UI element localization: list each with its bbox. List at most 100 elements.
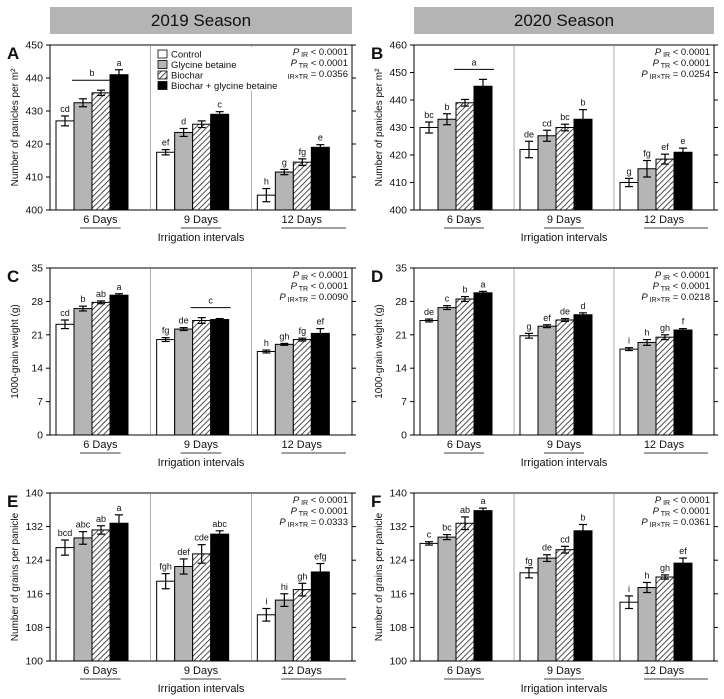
significance-letter: cd: [60, 104, 70, 114]
y-tick-label: 132: [25, 521, 43, 533]
bar-glycine-betaine: [73, 537, 93, 662]
significance-letter: ab: [460, 505, 470, 515]
x-group-label: 6 Days: [447, 665, 482, 677]
bar-control: [519, 572, 539, 662]
significance-letter: ef: [679, 546, 687, 556]
y-tick-label: 21: [31, 329, 43, 341]
y-axis-label: 1000-grain weight (g): [10, 304, 21, 399]
bar-biochar-glycine-betaine: [673, 562, 693, 662]
x-group-label: 12 Days: [644, 665, 685, 677]
y-tick-label: 460: [389, 40, 407, 52]
bar-control: [256, 351, 276, 436]
bar-biochar-glycine-betaine: [210, 533, 230, 662]
bar-control: [156, 580, 176, 662]
y-axis-label: Number of grains per panicle: [10, 512, 21, 641]
significance-letter: c: [445, 294, 450, 304]
significance-letter: cd: [560, 534, 570, 544]
bar-biochar-glycine-betaine: [310, 146, 330, 211]
y-tick-label: 108: [25, 622, 43, 634]
bar-glycine-betaine: [73, 308, 93, 436]
significance-letter: bc: [424, 110, 434, 120]
legend-label: Control: [171, 50, 202, 61]
bar-biochar: [192, 319, 212, 436]
legend-swatch: [157, 70, 168, 80]
bar-biochar-glycine-betaine: [109, 74, 129, 211]
significance-letter: de: [424, 307, 434, 317]
significance-letter: efg: [314, 552, 327, 562]
legend-label: Glycine betaine: [171, 60, 236, 71]
y-tick-label: 28: [31, 296, 43, 308]
significance-letter: a: [480, 279, 485, 289]
bar-glycine-betaine: [637, 341, 657, 436]
x-group-label: 12 Days: [281, 214, 322, 226]
stat-line: P IR×TR = 0.0254: [641, 69, 710, 81]
y-tick-label: 140: [389, 488, 407, 500]
panel-letter: F: [371, 492, 381, 511]
y-tick-label: 14: [31, 363, 43, 375]
stat-line: P IR×TR = 0.0356: [279, 69, 348, 81]
significance-letter: h: [644, 570, 649, 580]
bar-glycine-betaine: [274, 343, 294, 436]
bar-control: [419, 127, 439, 211]
bar-glycine-betaine: [174, 566, 194, 662]
significance-letter: c: [208, 296, 213, 306]
y-tick-label: 14: [395, 363, 407, 375]
significance-letter: ef: [162, 138, 170, 148]
bar-control: [156, 151, 176, 211]
significance-letter: fgh: [159, 562, 172, 572]
season-header-2019: 2019 Season: [50, 7, 352, 34]
bar-biochar: [555, 127, 575, 211]
bar-control: [519, 149, 539, 211]
x-group-label: 6 Days: [83, 439, 118, 451]
legend-label: Biochar + glycine betaine: [171, 81, 277, 92]
significance-letter: b: [462, 285, 467, 295]
bar-biochar-glycine-betaine: [473, 292, 493, 436]
stat-line: P IR×TR = 0.0218: [641, 292, 710, 304]
x-axis-label: Irrigation intervals: [158, 457, 245, 469]
significance-letter: h: [264, 177, 269, 187]
stat-line: P IR×TR = 0.0361: [641, 517, 710, 529]
bar-biochar: [192, 553, 212, 662]
legend-label: Biochar: [171, 71, 203, 82]
panel-E: 100 108 116 124 132 140 Number of grains per p…: [7, 488, 356, 695]
significance-letter: abc: [212, 519, 227, 529]
bar-control: [55, 323, 75, 436]
bar-control: [419, 319, 439, 436]
bar-biochar: [91, 529, 111, 662]
bar-glycine-betaine: [174, 328, 194, 436]
stat-line: P IR < 0.0001: [655, 270, 710, 282]
significance-letter: gh: [660, 323, 670, 333]
y-axis-label: 1000-grain weight (g): [374, 304, 385, 399]
significance-letter: a: [480, 496, 485, 506]
significance-letter: gh: [660, 563, 670, 573]
bar-glycine-betaine: [274, 171, 294, 211]
bar-glycine-betaine: [437, 118, 457, 211]
x-axis-label: Irrigation intervals: [158, 232, 245, 244]
bar-control: [156, 339, 176, 436]
significance-letter: a: [116, 503, 121, 513]
significance-letter: bc: [560, 112, 570, 122]
bar-biochar: [91, 301, 111, 436]
bar-glycine-betaine: [537, 135, 557, 211]
significance-letter: de: [524, 129, 534, 139]
stat-line: P IR×TR = 0.0333: [279, 517, 348, 529]
x-axis-label: Irrigation intervals: [521, 457, 608, 469]
significance-letter: ef: [661, 142, 669, 152]
bar-glycine-betaine: [274, 599, 294, 662]
significance-letter: a: [116, 58, 121, 68]
significance-letter: b: [89, 68, 94, 78]
significance-letter: fg: [643, 149, 651, 159]
x-group-label: 6 Days: [83, 665, 118, 677]
stat-line: P TR < 0.0001: [653, 506, 710, 518]
significance-letter: i: [628, 584, 630, 594]
significance-letter: b: [444, 102, 449, 112]
y-axis-label: Number of grains per panicle: [374, 512, 385, 641]
stat-line: P IR < 0.0001: [655, 47, 710, 59]
significance-letter: ef: [317, 317, 325, 327]
bar-biochar-glycine-betaine: [210, 319, 230, 436]
significance-letter: g: [282, 157, 287, 167]
y-tick-label: 7: [37, 396, 43, 408]
bar-control: [619, 601, 639, 662]
